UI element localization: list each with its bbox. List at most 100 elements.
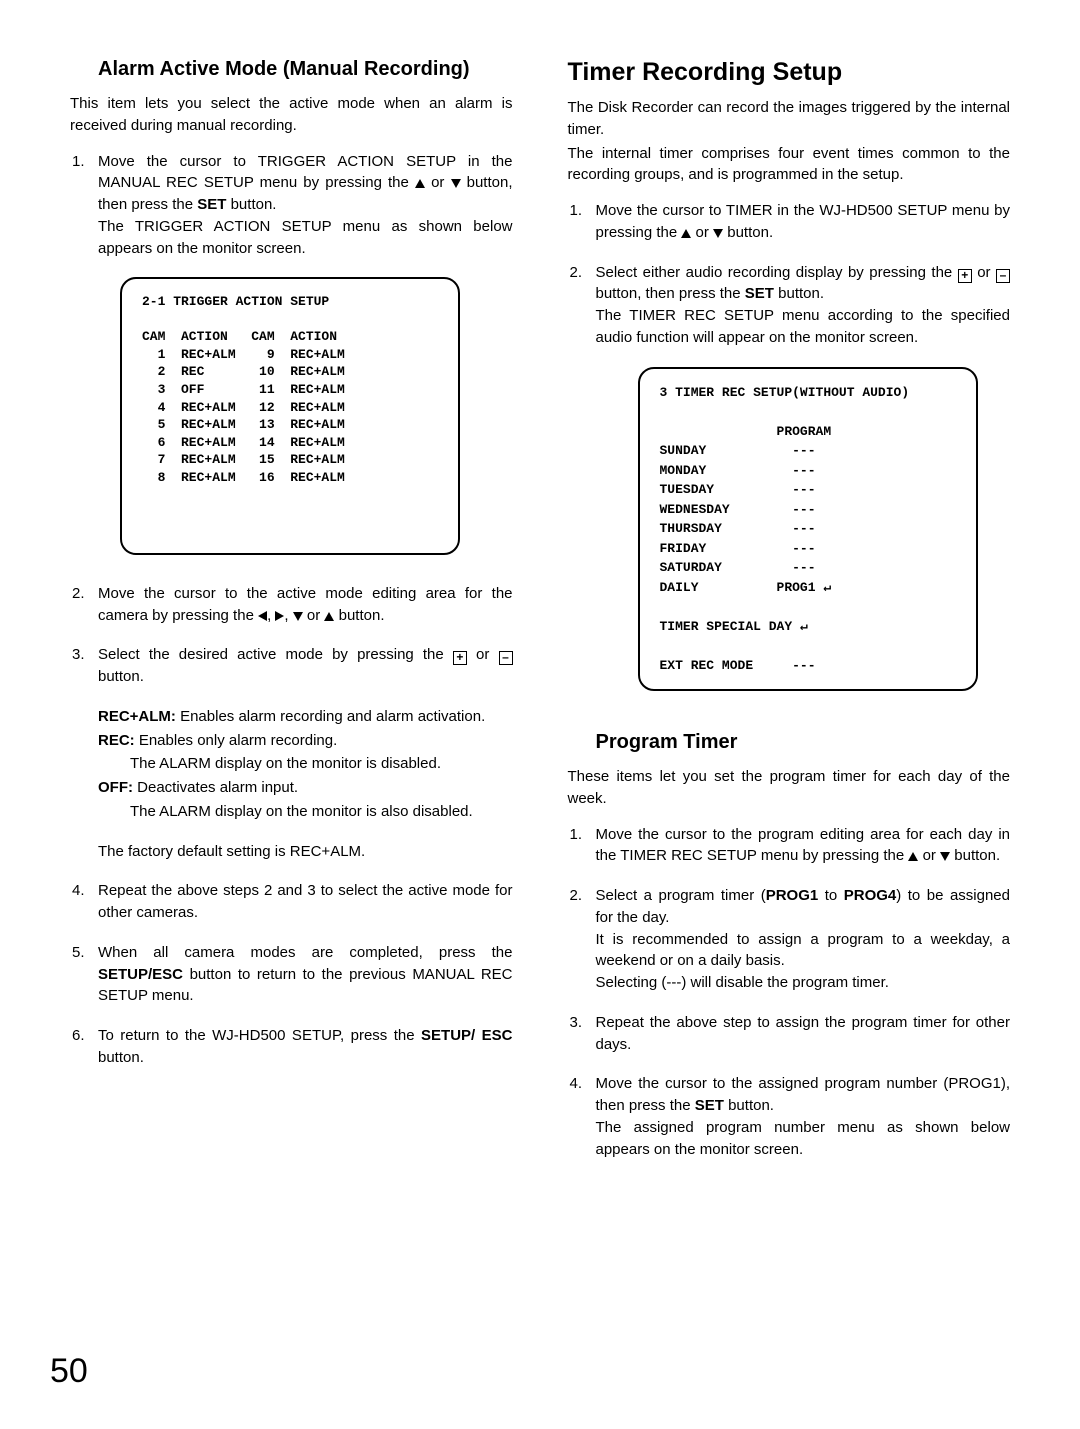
plus-button-icon: +	[453, 651, 467, 665]
row: FRIDAY ---	[660, 541, 816, 556]
text: button.	[950, 847, 1000, 864]
row-special: TIMER SPECIAL DAY	[660, 619, 800, 634]
text: Select either audio recording display by…	[596, 264, 958, 281]
text: Deactivates alarm input.	[133, 779, 298, 796]
row: 8 REC+ALM 16 REC+ALM	[142, 470, 345, 485]
minus-button-icon: –	[996, 269, 1010, 283]
page-number: 50	[50, 1352, 88, 1391]
up-arrow-icon	[415, 179, 425, 188]
program-timer-intro: These items let you set the program time…	[568, 766, 1011, 810]
text: button.	[723, 224, 773, 241]
text: Enables alarm recording and alarm activa…	[176, 708, 485, 725]
text: The TIMER REC SETUP menu according to th…	[596, 307, 1011, 346]
def-rec-note: The ALARM display on the monitor is disa…	[98, 753, 513, 775]
text: or	[918, 847, 940, 864]
screen-header: CAM ACTION CAM ACTION	[142, 329, 337, 344]
text: or	[972, 264, 996, 281]
factory-default: The factory default setting is REC+ALM.	[70, 841, 513, 863]
pt-step-2: Select a program timer (PROG1 to PROG4) …	[568, 885, 1011, 994]
text: button.	[226, 196, 276, 213]
alarm-step-2: Move the cursor to the active mode editi…	[70, 583, 513, 627]
setup-esc-label: SETUP/ESC	[98, 966, 183, 983]
down-arrow-icon	[940, 852, 950, 861]
row-ext: EXT REC MODE ---	[660, 658, 816, 673]
text: Move the cursor to the assigned program …	[596, 1075, 1011, 1114]
program-timer-steps: Move the cursor to the program editing a…	[568, 824, 1011, 1161]
row-daily: DAILY PROG1	[660, 580, 824, 595]
row: SUNDAY ---	[660, 443, 816, 458]
timer-recording-heading: Timer Recording Setup	[568, 58, 1011, 87]
timer-steps: Move the cursor to TIMER in the WJ-HD500…	[568, 200, 1011, 349]
right-column: Timer Recording Setup The Disk Recorder …	[568, 58, 1011, 1178]
row: 4 REC+ALM 12 REC+ALM	[142, 400, 345, 415]
screen-header: PROGRAM	[660, 424, 832, 439]
text: or	[303, 607, 325, 624]
text: ,	[267, 607, 275, 624]
trigger-action-screen: 2-1 TRIGGER ACTION SETUP CAM ACTION CAM …	[120, 277, 460, 555]
down-arrow-icon	[451, 179, 461, 188]
enter-arrow-icon: ↵	[823, 580, 831, 595]
row: 3 OFF 11 REC+ALM	[142, 382, 345, 397]
alarm-step-6: To return to the WJ-HD500 SETUP, press t…	[70, 1025, 513, 1069]
left-column: Alarm Active Mode (Manual Recording) Thi…	[70, 58, 513, 1178]
text: It is recommended to assign a program to…	[596, 931, 1011, 970]
row: THURSDAY ---	[660, 521, 816, 536]
down-arrow-icon	[293, 612, 303, 621]
alarm-intro: This item lets you select the active mod…	[70, 93, 513, 137]
def-rec: REC: Enables only alarm recording.	[98, 730, 513, 752]
def-recalm: REC+ALM: Enables alarm recording and ala…	[98, 706, 513, 728]
text: The assigned program number menu as show…	[596, 1119, 1011, 1158]
row: WEDNESDAY ---	[660, 502, 816, 517]
up-arrow-icon	[681, 229, 691, 238]
mode-definitions: REC+ALM: Enables alarm recording and ala…	[70, 706, 513, 823]
label: REC+ALM:	[98, 708, 176, 725]
def-off-note: The ALARM display on the monitor is also…	[98, 801, 513, 823]
program-timer-heading: Program Timer	[568, 731, 1011, 754]
text: button.	[334, 607, 384, 624]
pt-step-1: Move the cursor to the program editing a…	[568, 824, 1011, 868]
timer-step-2: Select either audio recording display by…	[568, 262, 1011, 349]
left-arrow-icon	[258, 611, 267, 621]
row: 5 REC+ALM 13 REC+ALM	[142, 417, 345, 432]
text: or	[467, 646, 499, 663]
text: The TRIGGER ACTION SETUP menu as shown b…	[98, 218, 513, 257]
row: 1 REC+ALM 9 REC+ALM	[142, 347, 345, 362]
row: SATURDAY ---	[660, 560, 816, 575]
text: to	[818, 887, 844, 904]
up-arrow-icon	[908, 852, 918, 861]
enter-arrow-icon: ↵	[800, 619, 808, 634]
alarm-steps: Move the cursor to TRIGGER ACTION SETUP …	[70, 151, 513, 260]
text: Move the cursor to TIMER in the WJ-HD500…	[596, 202, 1011, 241]
row: TUESDAY ---	[660, 482, 816, 497]
set-label: SET	[197, 196, 226, 213]
text: button.	[774, 285, 824, 302]
page-columns: Alarm Active Mode (Manual Recording) Thi…	[70, 58, 1010, 1178]
set-label: SET	[745, 285, 774, 302]
label: OFF:	[98, 779, 133, 796]
alarm-mode-heading: Alarm Active Mode (Manual Recording)	[70, 58, 513, 81]
prog1-label: PROG1	[766, 887, 819, 904]
setup-esc-label: SETUP/ ESC	[421, 1027, 512, 1044]
up-arrow-icon	[324, 612, 334, 621]
set-label: SET	[695, 1097, 724, 1114]
row: 6 REC+ALM 14 REC+ALM	[142, 435, 345, 450]
row: MONDAY ---	[660, 463, 816, 478]
text: button.	[724, 1097, 774, 1114]
text: Select the desired active mode by pressi…	[98, 646, 453, 663]
label: REC:	[98, 732, 135, 749]
timer-rec-screen: 3 TIMER REC SETUP(WITHOUT AUDIO) PROGRAM…	[638, 367, 978, 692]
plus-button-icon: +	[958, 269, 972, 283]
alarm-step-1: Move the cursor to TRIGGER ACTION SETUP …	[70, 151, 513, 260]
pt-step-4: Move the cursor to the assigned program …	[568, 1073, 1011, 1160]
minus-button-icon: –	[499, 651, 513, 665]
text: or	[691, 224, 713, 241]
timer-intro-1: The Disk Recorder can record the images …	[568, 97, 1011, 141]
text: Selecting (---) will disable the program…	[596, 974, 889, 991]
alarm-step-4: Repeat the above steps 2 and 3 to select…	[70, 880, 513, 924]
def-off: OFF: Deactivates alarm input.	[98, 777, 513, 799]
text: ,	[284, 607, 292, 624]
timer-intro-2: The internal timer comprises four event …	[568, 143, 1011, 187]
text: Select a program timer (	[596, 887, 766, 904]
text: To return to the WJ-HD500 SETUP, press t…	[98, 1027, 421, 1044]
text: When all camera modes are completed, pre…	[98, 944, 513, 961]
